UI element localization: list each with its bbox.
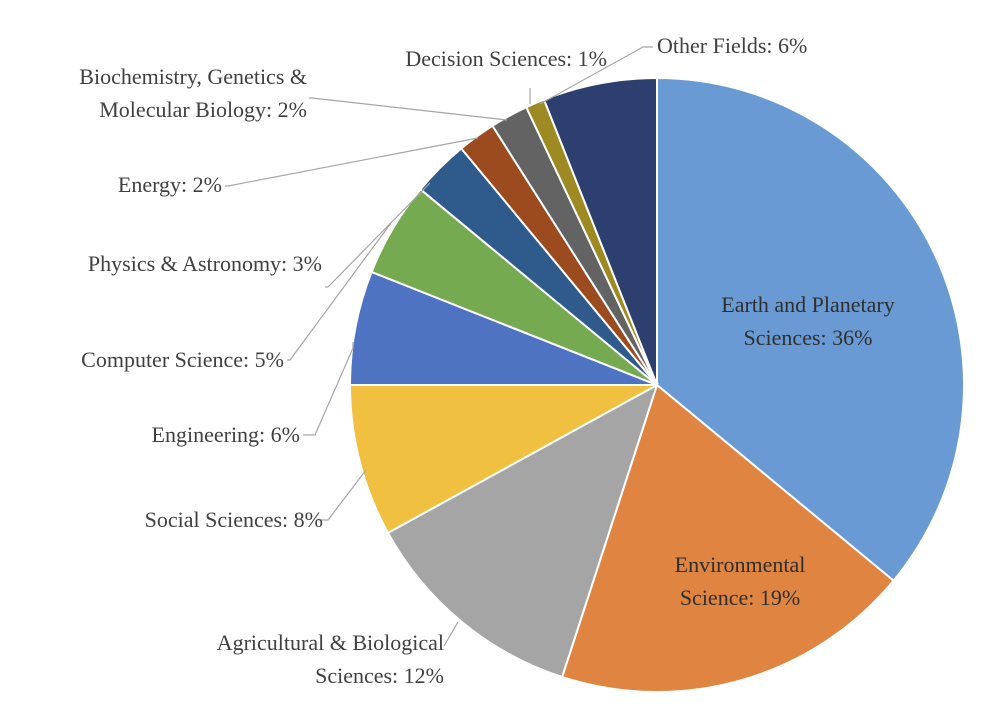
data-label-decision-sciences: Decision Sciences: 1% xyxy=(405,46,607,71)
data-label-line: Biochemistry, Genetics & xyxy=(79,64,307,89)
leader-line-computer-science xyxy=(287,222,392,361)
slices-layer xyxy=(348,76,965,693)
data-label-line: Other Fields: 6% xyxy=(657,33,807,58)
pie-slice-agricultural-biological-sciences xyxy=(386,382,659,679)
pie-slice-other-fields xyxy=(542,76,658,386)
data-label-computer-science: Computer Science: 5% xyxy=(81,347,284,372)
data-label-line: Science: 19% xyxy=(680,585,800,610)
leader-line-engineering xyxy=(303,342,354,436)
data-label-line: Earth and Planetary xyxy=(721,292,895,317)
data-label-line: Computer Science: 5% xyxy=(81,347,284,372)
data-label-line: Energy: 2% xyxy=(118,172,222,197)
leader-line-physics-astronomy xyxy=(325,182,431,288)
data-label-energy: Energy: 2% xyxy=(118,172,222,197)
data-label-line: Sciences: 36% xyxy=(744,325,873,350)
data-label-line: Social Sciences: 8% xyxy=(145,507,323,532)
data-label-line: Decision Sciences: 1% xyxy=(405,46,607,71)
data-label-biochemistry-genetics-molecular-biology: Biochemistry, Genetics & Molecular Biolog… xyxy=(79,64,307,122)
leader-line-other-fields xyxy=(539,46,653,105)
data-label-social-sciences: Social Sciences: 8% xyxy=(145,507,323,532)
pie-slice-environmental-science xyxy=(560,383,895,693)
leader-line-biochemistry-genetics-molecular-biology xyxy=(309,97,508,121)
leader-line-agricultural-biological-sciences xyxy=(443,621,459,647)
data-label-line: Molecular Biology: 2% xyxy=(99,97,307,122)
data-label-agricultural-biological-sciences: Agricultural & Biological Sciences: 12% xyxy=(217,630,444,688)
data-label-line: Agricultural & Biological xyxy=(217,630,444,655)
leader-line-social-sciences xyxy=(318,469,367,521)
data-label-physics-astronomy: Physics & Astronomy: 3% xyxy=(88,251,322,276)
data-label-line: Physics & Astronomy: 3% xyxy=(88,251,322,276)
data-label-line: Environmental xyxy=(675,552,806,577)
data-label-line: Engineering: 6% xyxy=(152,422,300,447)
data-label-earth-and-planetary-sciences: Earth and Planetary Sciences: 36% xyxy=(721,292,895,350)
data-label-other-fields: Other Fields: 6% xyxy=(657,33,807,58)
data-label-engineering: Engineering: 6% xyxy=(152,422,300,447)
data-label-environmental-science: Environmental Science: 19% xyxy=(675,552,806,610)
pie-slice-earth-and-planetary-sciences xyxy=(656,76,965,583)
leader-line-energy xyxy=(225,137,479,187)
data-label-line: Sciences: 12% xyxy=(315,663,444,688)
labels-layer: Earth and Planetary Sciences: 36% Environm… xyxy=(79,33,894,688)
pie-slice-social-sciences xyxy=(348,384,658,535)
leaders-layer xyxy=(225,46,653,647)
